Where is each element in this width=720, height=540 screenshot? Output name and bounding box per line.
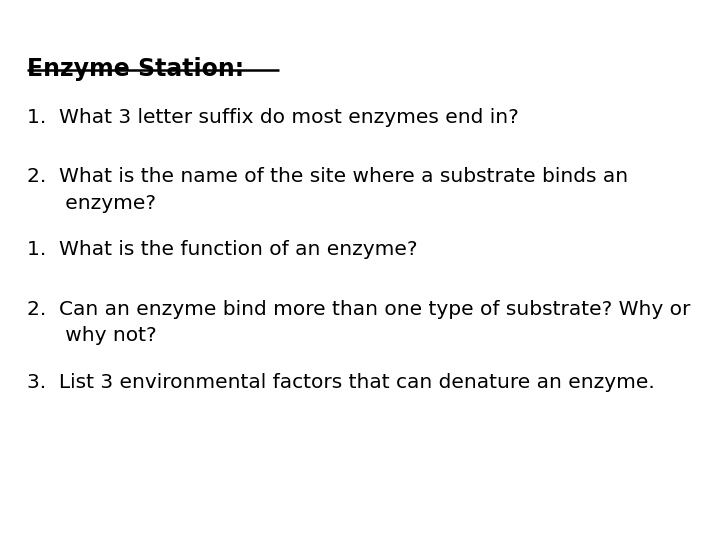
Text: 3.  List 3 environmental factors that can denature an enzyme.: 3. List 3 environmental factors that can… — [27, 373, 655, 392]
Text: 1.  What is the function of an enzyme?: 1. What is the function of an enzyme? — [27, 240, 418, 259]
Text: 2.  What is the name of the site where a substrate binds an
      enzyme?: 2. What is the name of the site where a … — [27, 167, 629, 213]
Text: 1.  What 3 letter suffix do most enzymes end in?: 1. What 3 letter suffix do most enzymes … — [27, 108, 519, 127]
Text: Enzyme Station:: Enzyme Station: — [27, 57, 245, 80]
Text: 2.  Can an enzyme bind more than one type of substrate? Why or
      why not?: 2. Can an enzyme bind more than one type… — [27, 300, 690, 345]
